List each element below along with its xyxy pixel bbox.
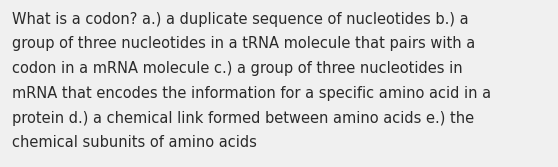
Text: mRNA that encodes the information for a specific amino acid in a: mRNA that encodes the information for a … (12, 86, 492, 101)
Text: chemical subunits of amino acids: chemical subunits of amino acids (12, 135, 257, 150)
Text: protein d.) a chemical link formed between amino acids e.) the: protein d.) a chemical link formed betwe… (12, 111, 474, 126)
Text: What is a codon? a.) a duplicate sequence of nucleotides b.) a: What is a codon? a.) a duplicate sequenc… (12, 12, 469, 27)
Text: codon in a mRNA molecule c.) a group of three nucleotides in: codon in a mRNA molecule c.) a group of … (12, 61, 463, 76)
Text: group of three nucleotides in a tRNA molecule that pairs with a: group of three nucleotides in a tRNA mol… (12, 36, 475, 51)
